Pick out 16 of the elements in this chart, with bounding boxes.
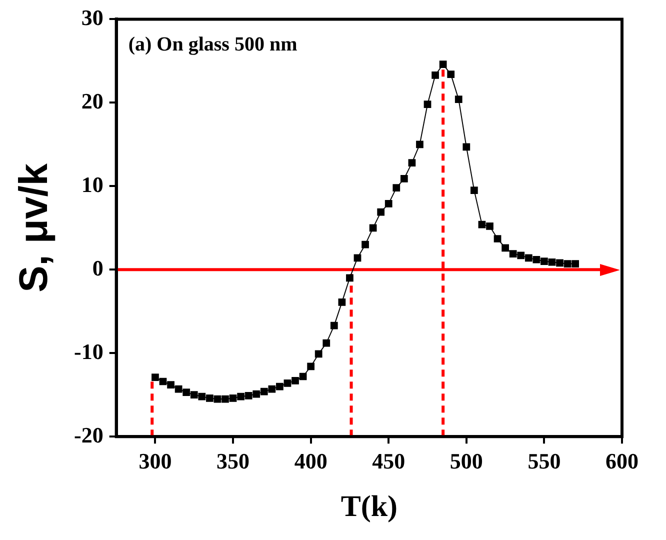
x-tick-label: 600 (606, 448, 638, 474)
x-tick-label: 550 (528, 448, 561, 474)
y-tick-label: -10 (74, 338, 104, 364)
x-tick-label: 500 (450, 448, 483, 474)
y-tick-label: 30 (81, 4, 104, 30)
y-tick-label: 10 (81, 172, 104, 197)
x-axis-title: T(k) (340, 490, 398, 523)
x-tick-label: 300 (138, 448, 172, 474)
annotation: (a) On glass 500 nm (128, 33, 298, 56)
y-tick-label: -20 (74, 422, 104, 448)
x-tick-label: 350 (216, 448, 250, 474)
y-tick-label: 0 (92, 255, 104, 280)
y-tick-label: 20 (81, 88, 104, 114)
x-tick-label: 400 (294, 448, 328, 474)
y-axis-title: S, μv/k (12, 162, 56, 292)
x-tick-label: 450 (372, 448, 406, 474)
